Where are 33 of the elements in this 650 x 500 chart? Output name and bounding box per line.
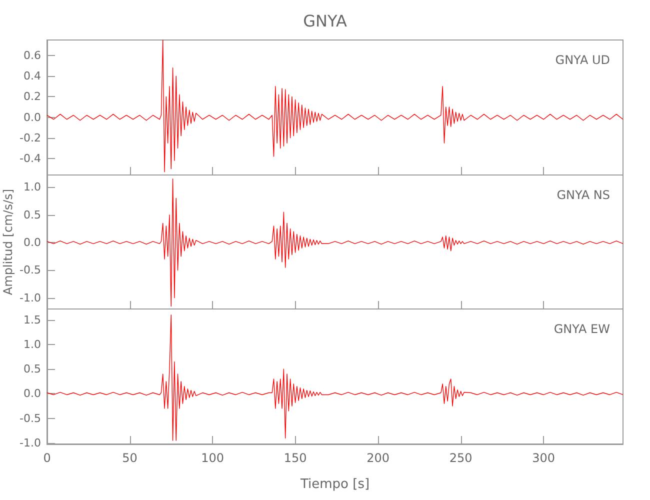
y-tick-label: -1.0 [20, 436, 41, 450]
x-tick-label: 50 [122, 451, 138, 465]
annotation: GNYA UD [555, 53, 610, 67]
y-tick-label: -0.2 [20, 131, 41, 144]
y-tick-label: 0.5 [24, 208, 41, 222]
x-axis-title: Tiempo [s] [299, 477, 370, 492]
annotation: GNYA EW [554, 322, 610, 336]
y-tick-label: 0.5 [24, 362, 41, 376]
y-tick-label: 0.0 [24, 110, 41, 124]
y-tick-label: -0.5 [20, 412, 41, 425]
y-tick-label: 1.0 [24, 338, 41, 351]
x-tick-label: 250 [449, 451, 472, 465]
line-series [46, 178, 624, 307]
y-axis-title: Amplitud [cm/s/s] [1, 188, 15, 296]
annotation: GNYA NS [556, 188, 610, 202]
x-tick-label: 150 [284, 451, 307, 465]
y-tick-label: -1.0 [20, 291, 41, 304]
y-tick-label: 0.6 [24, 48, 41, 62]
y-tick-label: 1.0 [24, 180, 41, 194]
y-tick-label: 0.4 [24, 70, 41, 83]
y-tick-label: 0.0 [24, 387, 41, 400]
y-tick-label: 1.5 [24, 313, 41, 326]
line-series [46, 314, 624, 441]
chart-title: GNYA [303, 12, 347, 30]
line-series [46, 40, 624, 172]
x-tick-label: 300 [532, 451, 556, 465]
y-tick-label: -0.5 [20, 264, 41, 277]
y-tick-label: -0.4 [20, 152, 41, 166]
y-tick-label: 0.2 [24, 90, 41, 104]
x-tick-label: 200 [366, 451, 390, 465]
x-tick-label: 0 [43, 451, 51, 465]
y-tick-label: 0.0 [24, 236, 41, 250]
x-tick-label: 100 [201, 451, 224, 465]
